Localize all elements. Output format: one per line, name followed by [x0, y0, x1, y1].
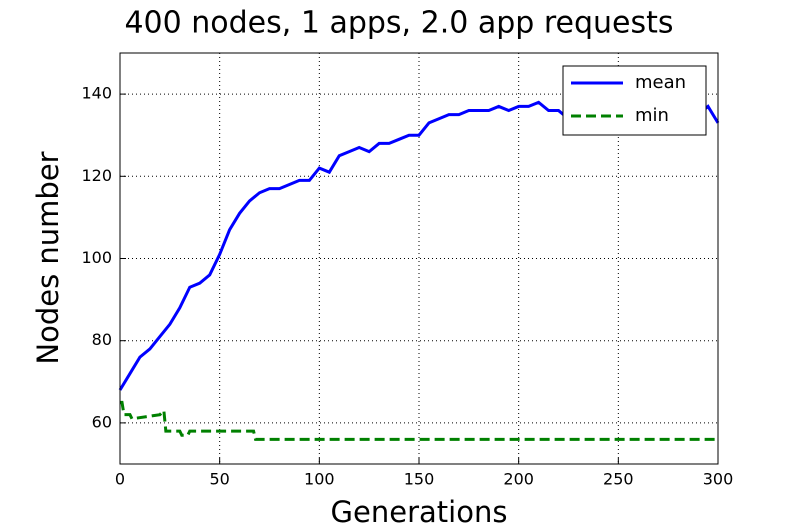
x-tick-label: 0: [115, 470, 125, 489]
y-tick-label: 60: [92, 412, 112, 431]
x-tick-label: 150: [404, 470, 435, 489]
legend-label: mean: [635, 72, 686, 93]
chart-title: 400 nodes, 1 apps, 2.0 app requests: [124, 6, 673, 41]
x-tick-label: 300: [703, 470, 734, 489]
line: [120, 400, 718, 441]
plot-frame: [119, 52, 719, 465]
y-axis-label: Nodes number: [31, 151, 65, 364]
y-tick-label: 120: [81, 166, 112, 185]
x-axis-label: Generations: [331, 495, 508, 529]
x-tick-label: 250: [603, 470, 634, 489]
x-tick-label: 200: [503, 470, 534, 489]
x-tick-label: 100: [304, 470, 335, 489]
legend-label: min: [635, 105, 669, 126]
y-tick-label: 80: [92, 330, 112, 349]
x-tick-label: 50: [209, 470, 229, 489]
legend-box: [562, 65, 707, 136]
y-tick-label: 140: [81, 84, 112, 103]
y-tick-label: 100: [81, 248, 112, 267]
legend: mean min: [562, 65, 707, 136]
